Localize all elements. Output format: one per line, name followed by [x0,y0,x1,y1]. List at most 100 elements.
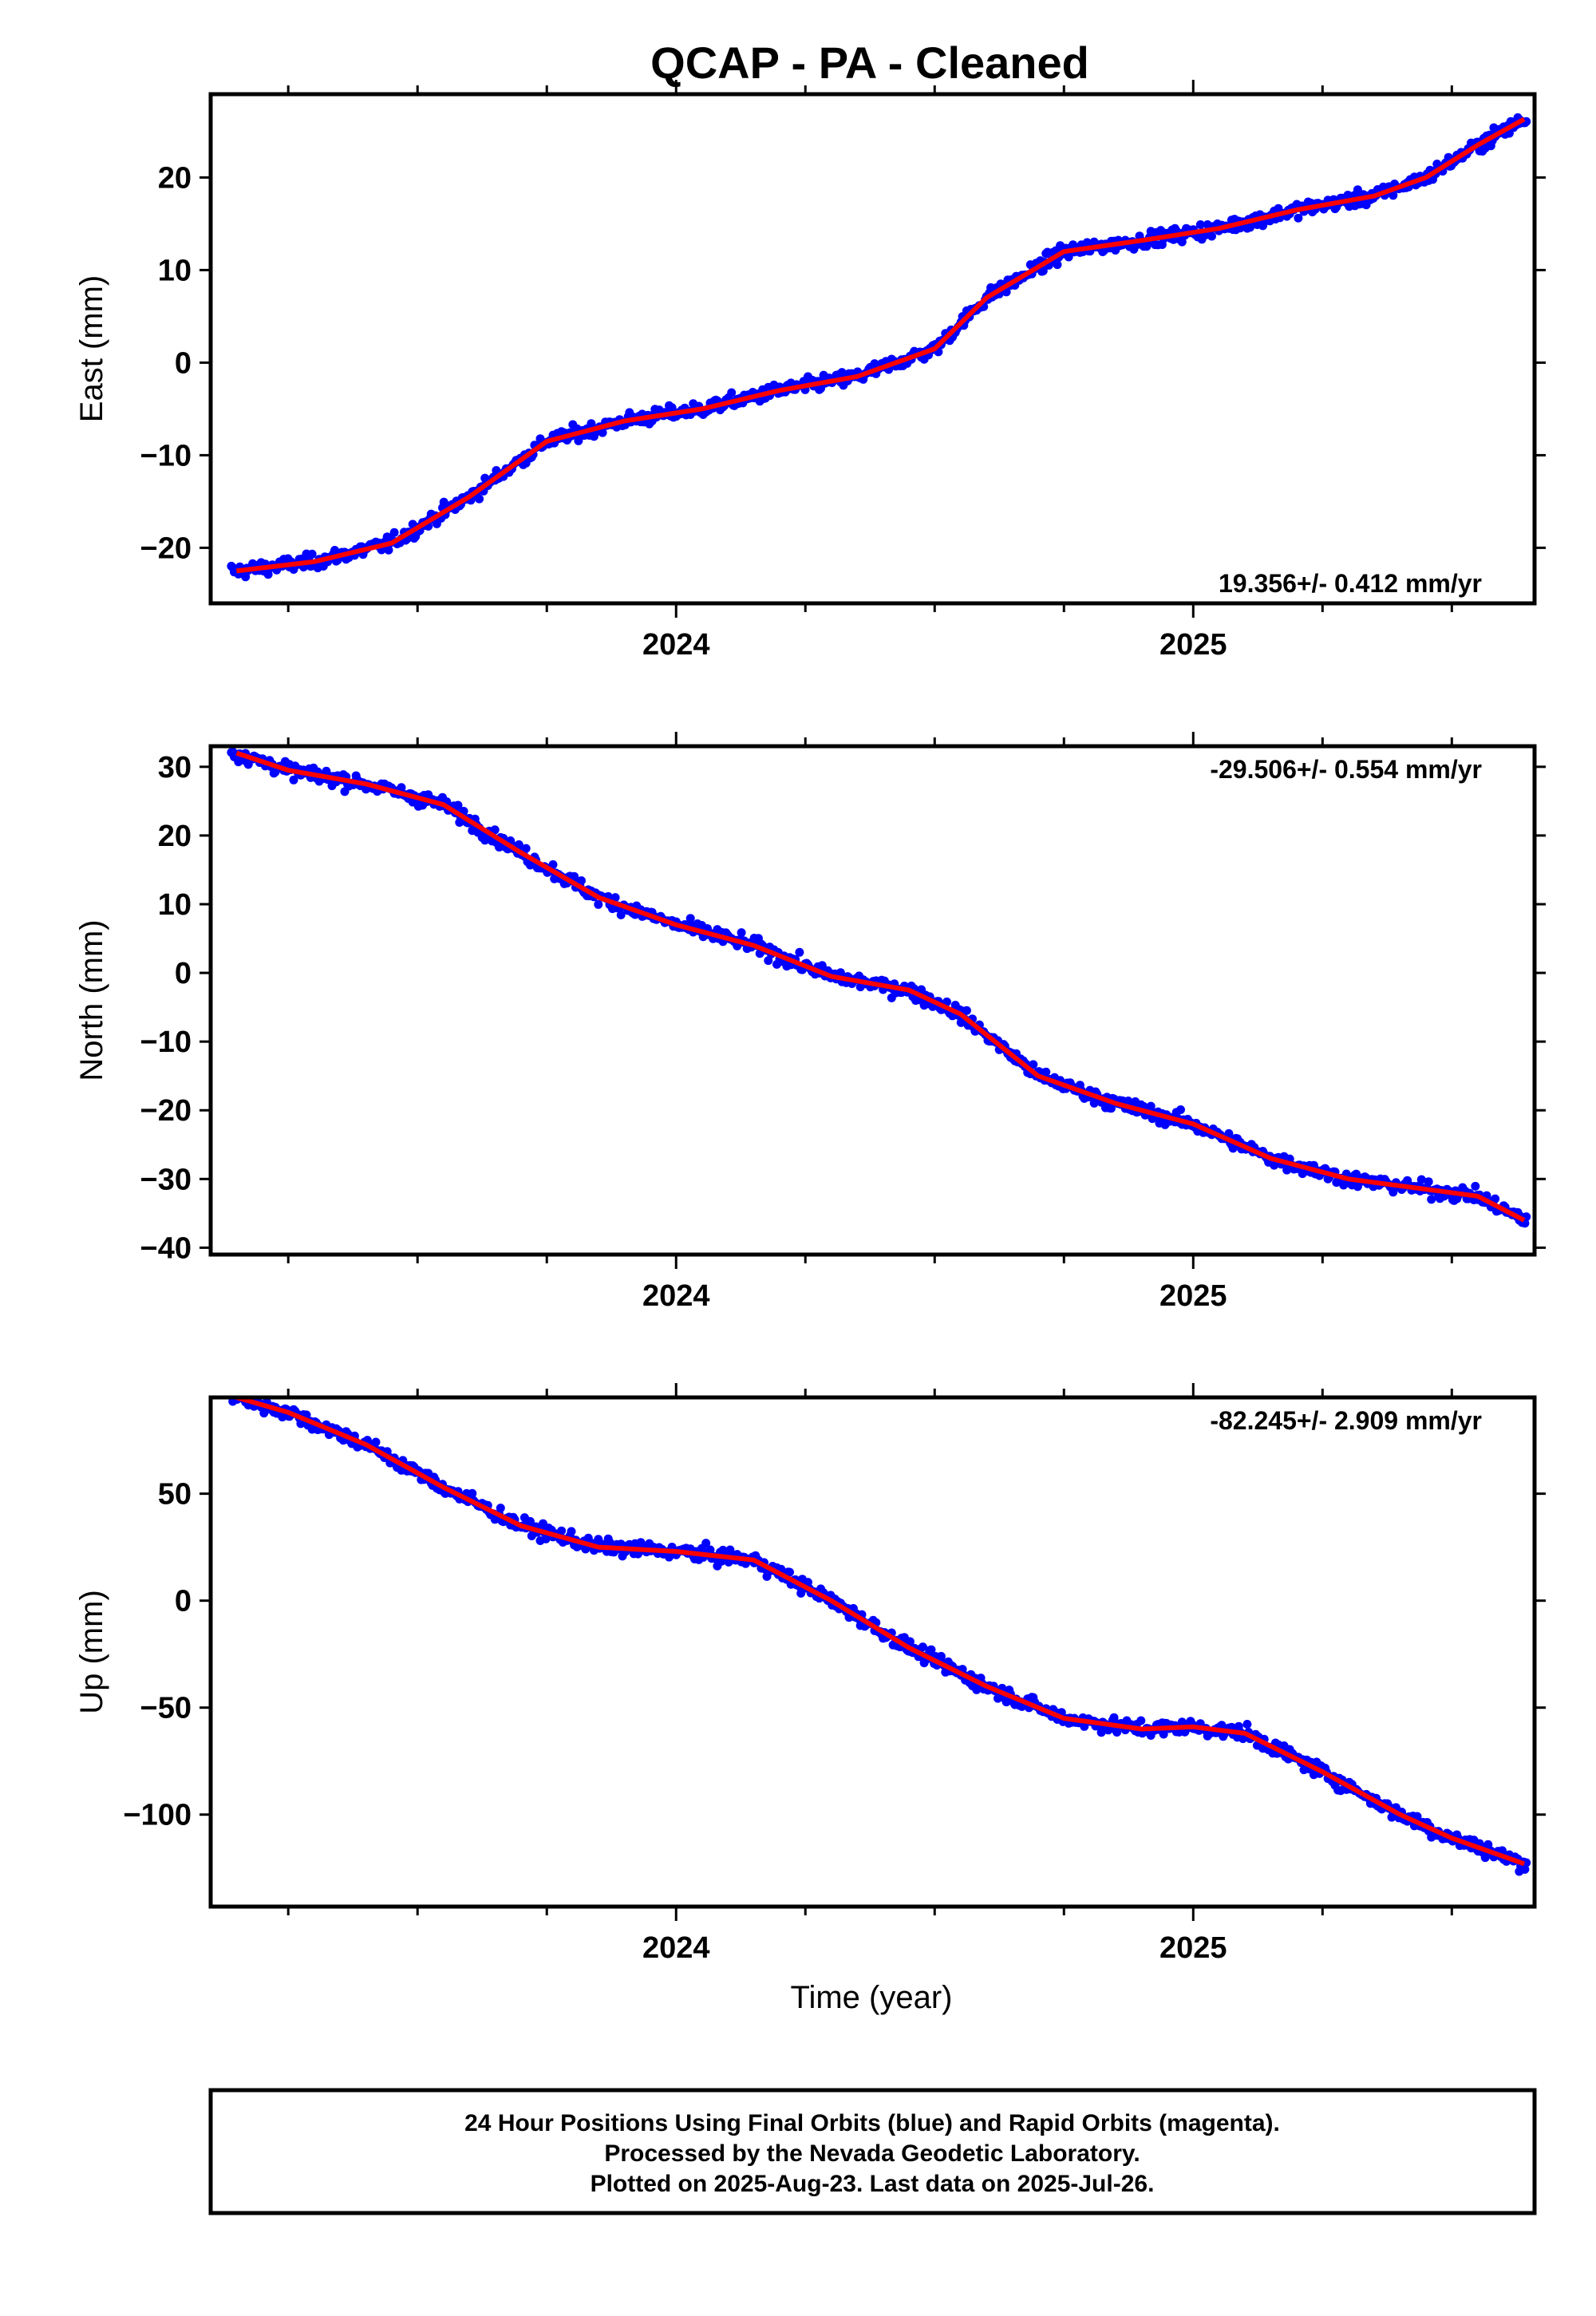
data-point [1416,1175,1426,1184]
data-point [521,844,531,853]
data-point [567,1527,576,1536]
data-point [764,956,773,966]
footer-line-2: Processed by the Nevada Geodetic Laborat… [604,2140,1140,2167]
data-point [384,545,393,555]
data-point [1136,1716,1146,1725]
x-tick-label: 2025 [1159,1279,1227,1313]
plot-frame [208,744,1537,1257]
data-point [972,1685,982,1694]
data-point [1491,1194,1500,1203]
data-point [1520,1864,1530,1874]
data-point [1207,231,1216,241]
y-tick-label: −10 [140,439,192,472]
y-tick-label: 10 [158,254,192,287]
data-point [1107,1104,1116,1113]
data-point [667,403,677,413]
data-point [610,893,620,903]
rate-label: 19.356+/- 0.412 mm/yr [1219,569,1482,598]
y-tick-label: 0 [175,957,192,990]
data-point [490,825,500,835]
x-tick-label: 2025 [1159,628,1227,662]
data-point [962,1006,971,1015]
data-point [548,860,558,869]
data-point [241,572,251,582]
data-point [397,783,406,792]
data-point [1389,191,1398,200]
rate-label: -29.506+/- 0.554 mm/yr [1210,755,1482,784]
x-axis-label: Time (year) [791,1980,953,2015]
data-point [1041,1067,1051,1077]
data-point [1096,1728,1106,1737]
data-point [577,876,586,885]
footer-box [208,2088,1537,2215]
y-tick-label: 0 [175,346,192,380]
data-point [1177,237,1187,247]
y-tick-label: −50 [140,1692,192,1725]
data-point [594,899,603,909]
x-tick-label: 2025 [1159,1931,1227,1965]
data-point [289,775,298,785]
data-point [468,1488,477,1498]
data-point [725,1545,735,1555]
y-tick-label: −30 [140,1163,192,1196]
data-points [227,747,1531,1228]
data-point [1029,1060,1038,1069]
y-axis-label: Up (mm) [74,1590,109,1714]
data-point [727,388,737,397]
data-point [1242,1720,1252,1729]
trend-line [235,1397,1526,1867]
north-panel: 2024 2025 −40 −30 −20 −10 0 10 20 30 North (mm) -29… [74,732,1546,1313]
data-point [905,1637,915,1646]
footer-line-1: 24 Hour Positions Using Final Orbits (bl… [464,2110,1280,2136]
data-point [514,840,523,849]
y-tick-label: −20 [140,532,192,565]
data-point [307,549,317,559]
data-point [1159,1729,1168,1739]
trend-line [235,750,1526,1223]
data-point [496,1504,505,1513]
data-point [1124,1097,1133,1105]
data-point [1522,1858,1531,1867]
up-panel: 2024 2025 −100 −50 0 50 Up (mm) -82.245+/- 2.90… [74,1383,1546,1965]
data-point [526,1516,535,1526]
y-tick-label: −20 [140,1094,192,1128]
data-point [918,1642,927,1652]
data-point [785,1567,794,1577]
plot-frame [208,92,1537,606]
data-points [227,1397,1531,1876]
data-point [371,1437,381,1447]
data-point [926,1645,936,1654]
data-point [1112,1728,1122,1737]
y-tick-label: −10 [140,1026,192,1059]
x-tick-label: 2024 [642,628,710,662]
y-tick-label: 0 [175,1585,192,1618]
data-point [1053,260,1062,270]
data-point [453,800,463,810]
data-point [605,1537,614,1547]
y-tick-label: 50 [158,1478,192,1512]
data-point [1427,1195,1436,1204]
data-point [1109,1713,1119,1722]
data-point [1471,1181,1480,1191]
data-point [1424,1177,1433,1187]
data-point [1176,1105,1185,1114]
y-tick-label: −100 [123,1799,192,1832]
y-tick-label: 10 [158,888,192,922]
data-point [817,961,827,970]
x-tick-label: 2024 [642,1931,710,1965]
x-tick-label: 2024 [642,1279,710,1313]
data-point [475,494,484,504]
data-point [598,428,607,437]
data-point [1038,267,1048,275]
trend-line [236,117,1526,574]
y-tick-label: −40 [140,1231,192,1265]
east-panel: 2024 2025 −20 −10 0 10 20 East (mm) 19.356+/- 0.… [74,80,1546,662]
plot-frame [208,1395,1537,1909]
data-point [701,1539,711,1548]
data-point [557,1526,567,1535]
data-point [1412,1812,1422,1821]
chart-title: QCAP - PA - Cleaned [650,38,1089,88]
data-point [795,947,804,957]
data-point [616,910,626,919]
